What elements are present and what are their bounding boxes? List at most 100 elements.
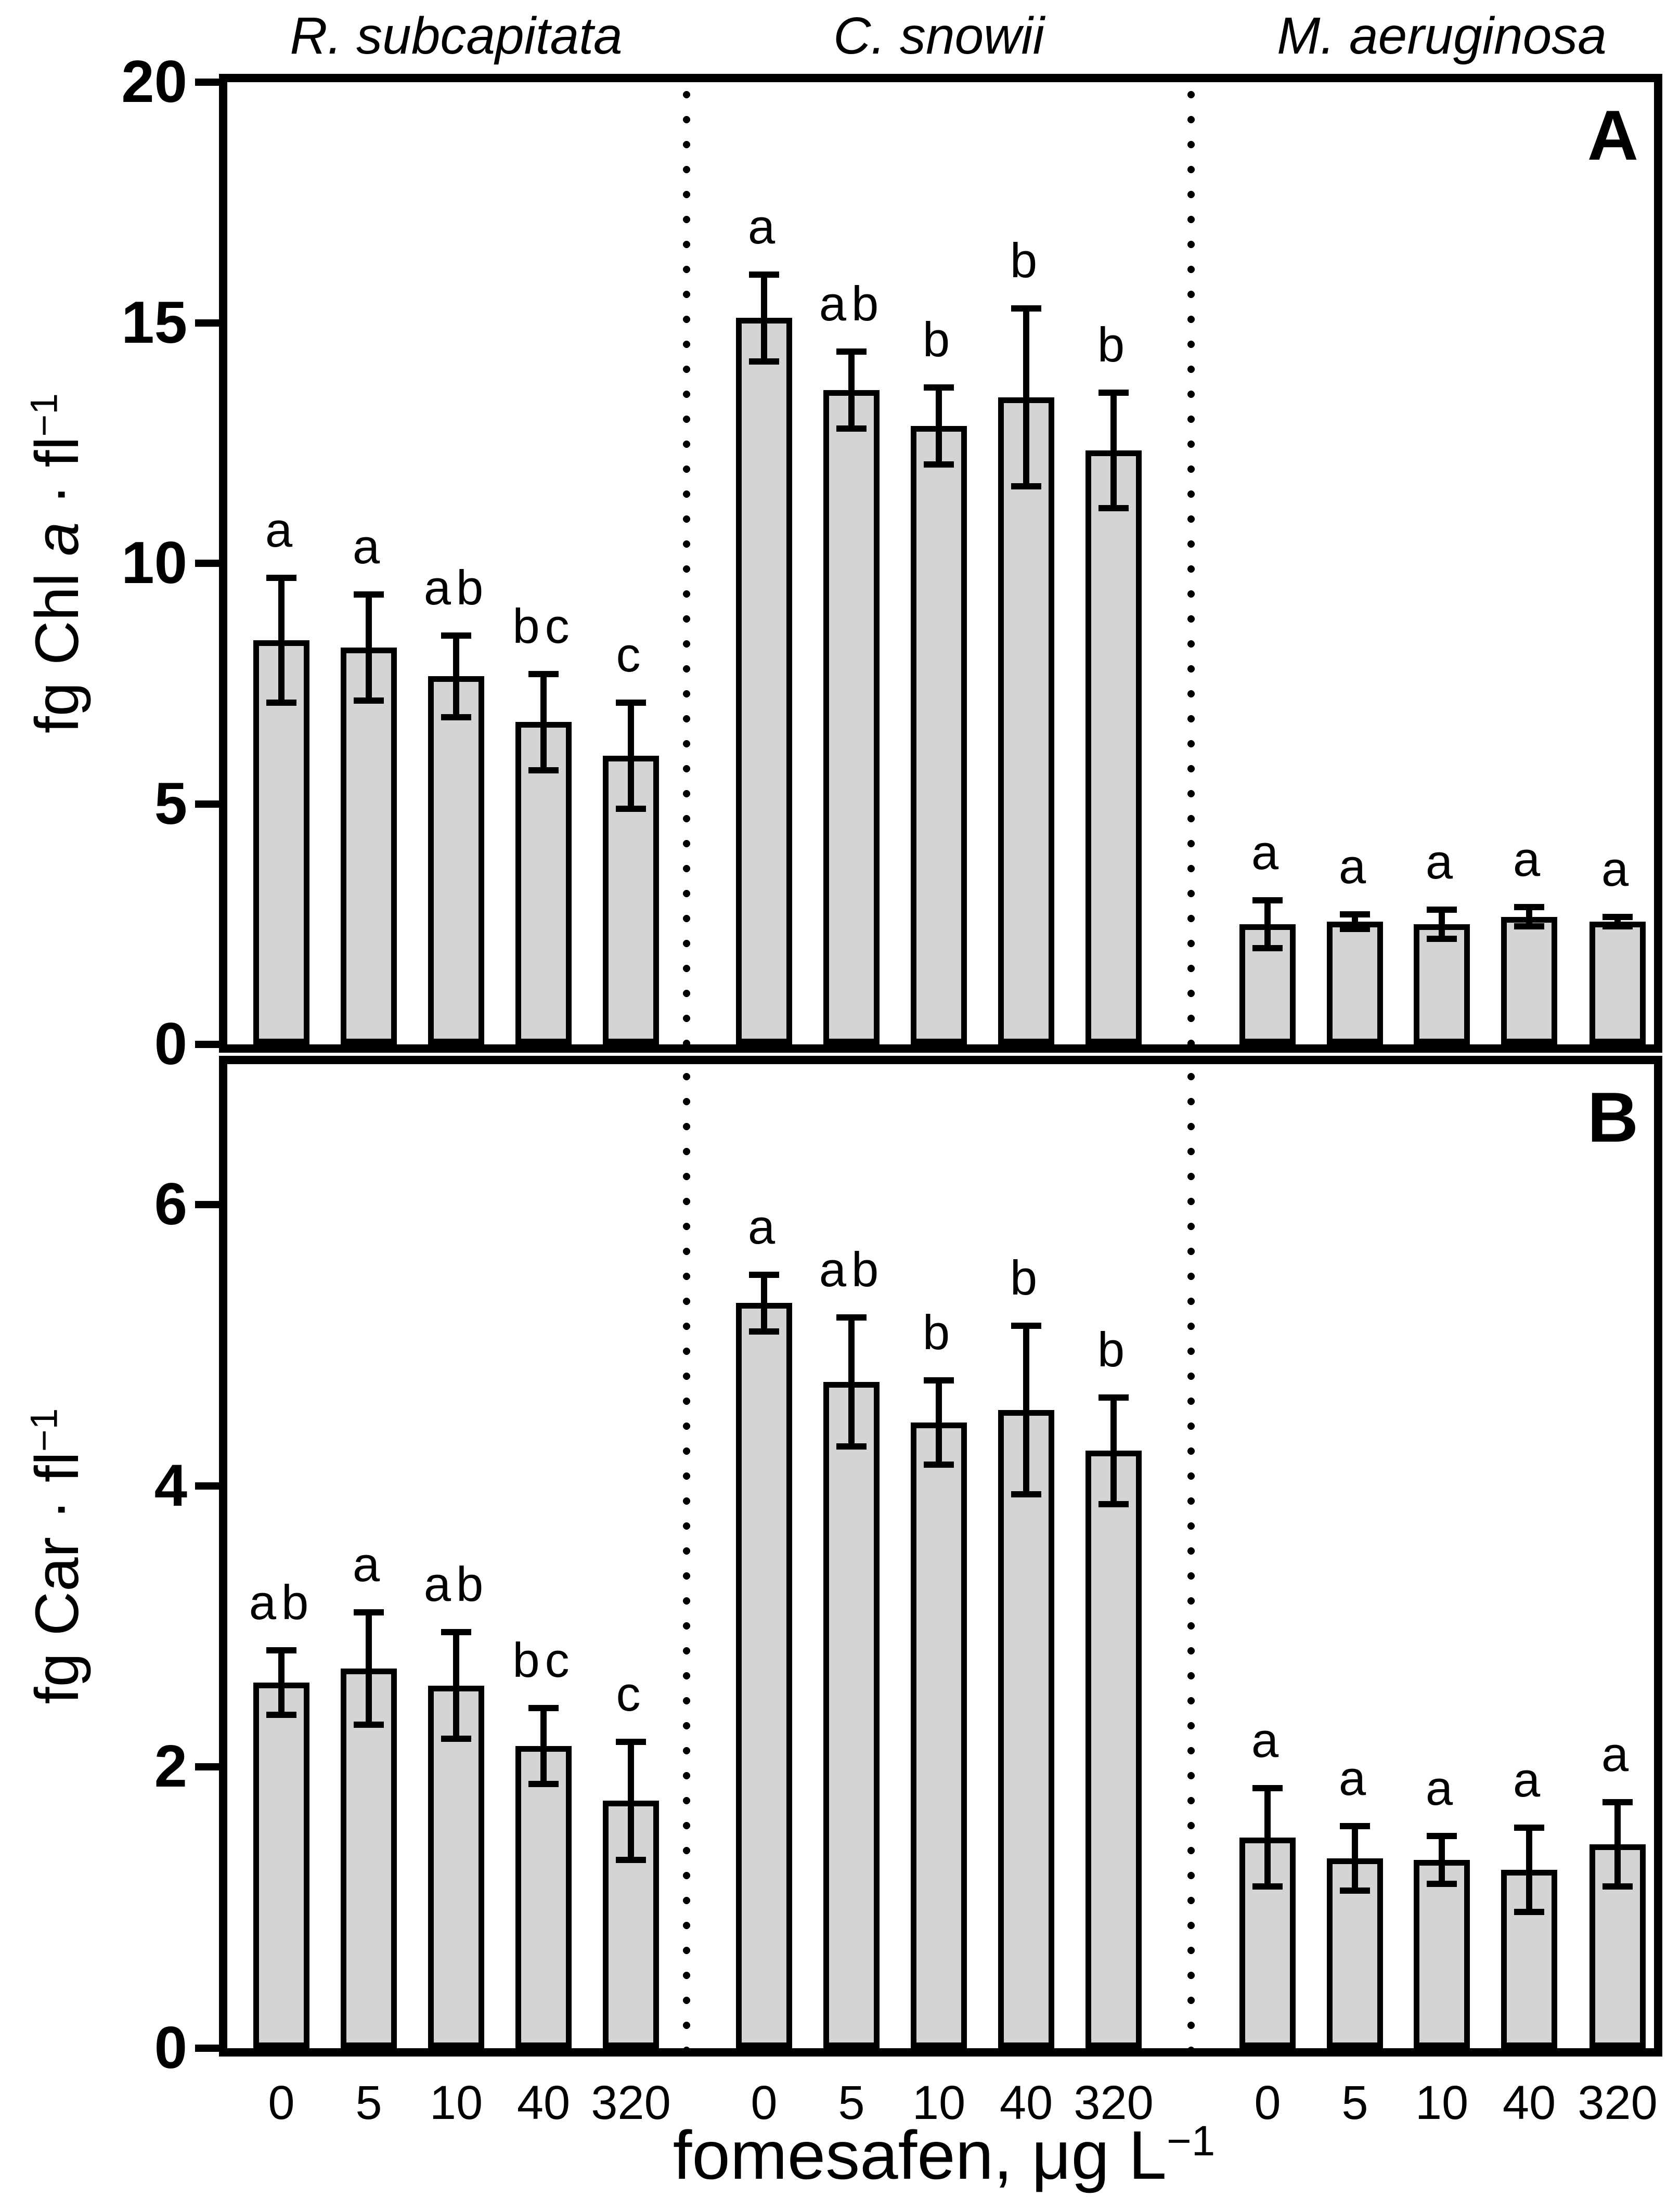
y-tick-label: 15 xyxy=(121,289,187,356)
x-tick-label: 40 xyxy=(516,2076,571,2129)
x-tick-label: 10 xyxy=(429,2076,483,2129)
bar xyxy=(341,647,397,1044)
bar xyxy=(428,1685,484,2048)
error-bar-cap-bottom xyxy=(1603,923,1633,930)
x-tick-label: 5 xyxy=(1341,2076,1368,2129)
panel-a-frame xyxy=(219,74,1662,1053)
x-tick-label: 320 xyxy=(591,2076,671,2129)
x-tick-label: 10 xyxy=(912,2076,966,2129)
sig-letter: ab xyxy=(423,560,489,615)
error-bar-cap-top xyxy=(1011,1322,1041,1329)
bar xyxy=(1501,916,1557,1044)
sig-letter: a xyxy=(1338,1750,1372,1805)
bar xyxy=(823,1381,880,2048)
error-bar xyxy=(1264,900,1271,948)
x-tick-label: 40 xyxy=(1502,2076,1556,2129)
error-bar-cap-top xyxy=(749,271,779,278)
error-bar-cap-bottom xyxy=(616,805,646,812)
y-tick-label: 20 xyxy=(121,49,187,115)
sig-letter: a xyxy=(265,502,298,557)
y-tick xyxy=(195,1763,219,1771)
error-bar xyxy=(366,594,372,701)
error-bar-cap-bottom xyxy=(924,461,954,468)
error-bar-cap-top xyxy=(836,348,867,355)
error-bar xyxy=(761,275,767,361)
error-bar xyxy=(278,577,285,703)
error-bar xyxy=(278,1650,285,1715)
error-bar xyxy=(848,352,855,429)
y-tick-label: 2 xyxy=(154,1734,187,1800)
error-bar-cap-top xyxy=(354,591,384,598)
error-bar-cap-top xyxy=(528,1704,559,1711)
error-bar xyxy=(761,1275,767,1331)
error-bar xyxy=(1352,914,1358,929)
x-axis-label-sup: −1 xyxy=(1166,2117,1216,2165)
error-bar-cap-bottom xyxy=(266,700,296,706)
bar xyxy=(1414,1859,1470,2048)
error-bar-cap-top xyxy=(1427,1832,1457,1839)
error-bar xyxy=(1526,907,1532,927)
panel-label-b: B xyxy=(1587,1078,1638,1157)
bar xyxy=(1589,1844,1646,2048)
bar xyxy=(253,640,309,1044)
error-bar-cap-bottom xyxy=(1514,1908,1544,1915)
error-bar-cap-top xyxy=(836,1314,867,1321)
sig-letter: bc xyxy=(512,1632,575,1687)
error-bar-cap-bottom xyxy=(1252,1883,1283,1890)
sig-letter: a xyxy=(1601,841,1634,896)
error-bar-cap-bottom xyxy=(616,1856,646,1863)
y-tick-label: 4 xyxy=(154,1452,187,1519)
x-tick-label: 10 xyxy=(1415,2076,1469,2129)
y-axis-label-b-text: fg Car xyxy=(23,1536,92,1704)
sig-letter: ab xyxy=(819,1242,884,1297)
bar xyxy=(253,1683,309,2048)
error-bar xyxy=(628,703,634,809)
sig-letter: a xyxy=(1513,1752,1546,1807)
error-bar-cap-bottom xyxy=(266,1712,296,1718)
bar xyxy=(428,676,484,1044)
y-tick-label: 0 xyxy=(154,1011,187,1077)
error-bar xyxy=(1023,1325,1029,1495)
x-axis-label: fomesafen, μg L−1 xyxy=(424,2110,1464,2201)
error-bar xyxy=(1110,392,1117,508)
error-bar-cap-bottom xyxy=(1340,926,1370,932)
error-bar-cap-top xyxy=(1099,389,1129,396)
error-bar xyxy=(1439,910,1445,939)
y-tick xyxy=(195,79,219,86)
error-bar-cap-bottom xyxy=(836,425,867,432)
sig-letter: b xyxy=(922,312,955,367)
error-bar xyxy=(1352,1826,1358,1891)
error-bar-cap-top xyxy=(616,1738,646,1745)
sig-letter: a xyxy=(1425,834,1458,889)
bar xyxy=(998,1410,1054,2048)
error-bar-cap-bottom xyxy=(1603,1883,1633,1890)
error-bar-cap-top xyxy=(1603,1799,1633,1805)
error-bar xyxy=(848,1317,855,1447)
sig-letter: a xyxy=(1513,832,1546,887)
bar xyxy=(823,390,880,1044)
error-bar xyxy=(936,387,942,465)
error-bar xyxy=(366,1612,372,1725)
bar xyxy=(736,318,792,1044)
y-tick xyxy=(195,560,219,567)
y-tick xyxy=(195,2045,219,2052)
sig-letter: a xyxy=(747,199,781,254)
sig-letter: a xyxy=(1601,1727,1634,1781)
error-bar-cap-top xyxy=(266,1647,296,1654)
error-bar-cap-bottom xyxy=(354,697,384,704)
error-bar xyxy=(540,1708,547,1784)
error-bar-cap-bottom xyxy=(441,1736,471,1742)
group-title-c-snowii: C. snowii xyxy=(833,7,1044,65)
x-tick-label: 320 xyxy=(1074,2076,1154,2129)
error-bar-cap-bottom xyxy=(1011,483,1041,489)
x-tick-label: 0 xyxy=(751,2076,778,2129)
error-bar-cap-top xyxy=(1514,1824,1544,1831)
x-tick-label: 0 xyxy=(1254,2076,1281,2129)
bar xyxy=(1327,922,1383,1044)
error-bar-cap-top xyxy=(528,670,559,677)
error-bar-cap-top xyxy=(266,574,296,581)
sig-letter: a xyxy=(1338,839,1372,894)
x-tick-label: 5 xyxy=(355,2076,382,2129)
y-tick xyxy=(195,800,219,808)
